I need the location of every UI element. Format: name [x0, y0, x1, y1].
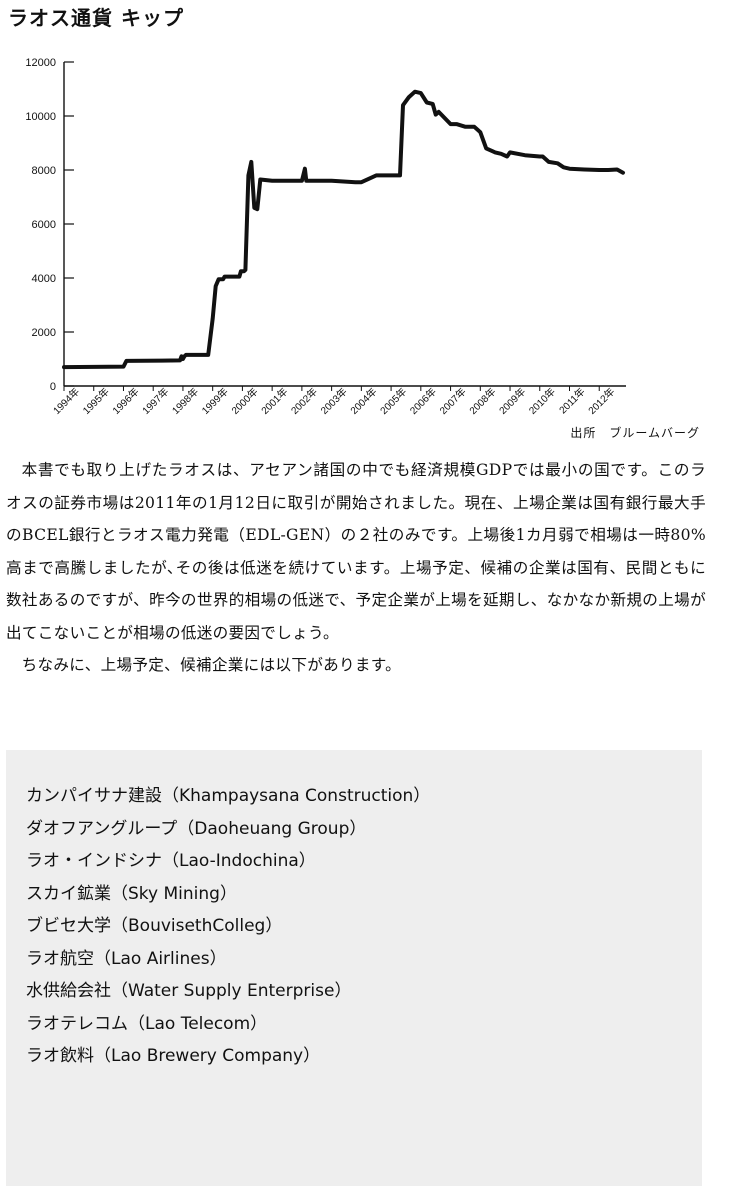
x-tick-label: 2008年 [466, 385, 498, 417]
y-tick-label: 6000 [32, 219, 56, 231]
x-tick-label: 2003年 [318, 385, 350, 417]
y-tick-label: 0 [50, 381, 56, 393]
x-tick-label: 1996年 [110, 385, 142, 417]
list-item: 水供給会社（Water Supply Enterprise） [26, 981, 352, 1001]
series-line [62, 89, 625, 370]
x-tick-label: 2011年 [556, 385, 587, 416]
line-chart: 0 2000 4000 6000 8000 10000 12000 1994年 1995年 19… [25, 57, 626, 417]
y-tick-label: 8000 [32, 165, 56, 177]
list-item: ラオテレコム（Lao Telecom） [26, 1013, 268, 1034]
chart-source: 出所 ブルームバーグ [570, 426, 700, 440]
x-tick-label: 2006年 [407, 385, 439, 417]
x-axis-ticks: 1994年 1995年 1996年 1997年 1998年 1999年 2000年 2001年… [50, 385, 617, 417]
chart-series [62, 89, 625, 370]
y-axis-ticks: 0 2000 4000 6000 8000 10000 12000 [25, 57, 74, 393]
y-tick-label: 4000 [32, 273, 56, 285]
y-tick-label: 2000 [32, 327, 56, 339]
list-item: ラオ・インドシナ（Lao-Indochina） [26, 851, 316, 871]
x-tick-label: 2007年 [437, 385, 469, 417]
chart-axes [63, 62, 626, 387]
article-body: 本書でも取り上げたラオスは、アセアン諸国の中でも経済規模GDPでは最小の国です。… [6, 454, 706, 682]
paragraph: 本書でも取り上げたラオスは、アセアン諸国の中でも経済規模GDPでは最小の国です。… [6, 461, 706, 642]
paragraph: ちなみに、上場予定、候補企業には以下があります。 [21, 656, 402, 674]
x-tick-label: 1995年 [80, 385, 112, 417]
x-tick-label: 1998年 [169, 385, 201, 417]
x-tick-label: 2010年 [526, 385, 558, 417]
list-item: ブビセ大学（BouvisethColleg） [26, 916, 283, 936]
chart-title: ラオス通貨 キップ [8, 6, 184, 30]
x-tick-label: 2012年 [585, 385, 617, 417]
list-item: ダオフアングループ（Daoheuang Group） [26, 818, 367, 839]
company-list: カンパイサナ建設（Khampaysana Construction） ダオフアン… [26, 780, 430, 1073]
list-item: ラオ航空（Lao Airlines） [26, 948, 227, 969]
list-item: カンパイサナ建設（Khampaysana Construction） [26, 786, 431, 806]
x-tick-label: 2004年 [347, 385, 379, 417]
x-tick-label: 1999年 [199, 385, 231, 417]
company-list-box: カンパイサナ建設（Khampaysana Construction） ダオフアン… [6, 750, 702, 1186]
list-item: スカイ鉱業（Sky Mining） [26, 883, 237, 904]
x-tick-label: 2005年 [377, 385, 409, 417]
list-item: ラオ飲料（Lao Brewery Company） [26, 1046, 321, 1066]
y-tick-label: 10000 [25, 111, 56, 123]
x-tick-label: 2002年 [288, 385, 320, 417]
x-tick-label: 2009年 [496, 385, 528, 417]
x-tick-label: 2000年 [229, 385, 261, 417]
y-tick-label: 12000 [25, 57, 56, 69]
x-tick-label: 1997年 [139, 385, 171, 417]
x-tick-label: 2001年 [258, 385, 290, 417]
